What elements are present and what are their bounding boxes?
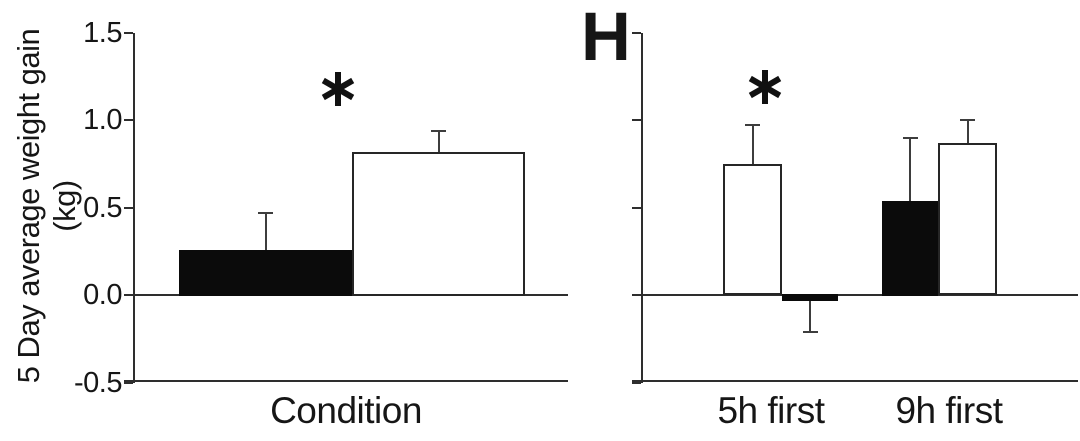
error-bar (966, 120, 969, 143)
panel-right-5h-9h: 5h first 9h first (580, 0, 1080, 441)
y-axis-tick (632, 119, 641, 121)
x-axis-bottom-line (632, 380, 1078, 382)
x-axis-bottom-line (124, 380, 568, 382)
y-axis-tick (632, 32, 641, 34)
error-bar-cap (258, 212, 273, 214)
significance-asterisk-icon (321, 72, 355, 106)
y-axis-tick (632, 207, 641, 209)
y-axis-tick-label: 1.5 (83, 17, 122, 49)
error-bar (437, 131, 440, 152)
error-bar-cap (802, 331, 818, 333)
y-axis-tick (632, 382, 641, 384)
bar-black-condition (179, 250, 352, 296)
y-axis (641, 33, 643, 383)
x-category-label: 5h first (717, 390, 825, 431)
error-bar (809, 301, 811, 332)
y-axis-tick-label: -0.5 (74, 367, 122, 399)
zero-baseline (632, 294, 1078, 296)
error-bar (909, 138, 911, 201)
bar-white-condition (352, 152, 525, 296)
y-axis-tick (124, 32, 133, 34)
bar-black-5h-first (782, 294, 838, 301)
bar-white-5h-first (723, 164, 782, 295)
y-axis (133, 33, 135, 383)
x-category-label: 9h first (895, 390, 1003, 431)
y-axis-tick-label: 0.0 (83, 279, 122, 311)
y-axis-tick (124, 119, 133, 121)
y-axis-tick (124, 207, 133, 209)
y-axis-tick (124, 382, 133, 384)
y-axis-tick-label: 1.0 (83, 104, 122, 136)
bar-white-9h-first (938, 143, 997, 295)
panel-label-h: H (581, 0, 631, 75)
error-bar (751, 125, 754, 164)
error-bar (264, 213, 267, 250)
y-axis-tick-label: 0.5 (83, 192, 122, 224)
error-bar-cap (960, 119, 975, 121)
error-bar-cap (902, 137, 918, 139)
error-bar-cap (745, 124, 760, 126)
x-category-label: Condition (270, 390, 422, 431)
panel-left-condition: 1.5 1.0 0.5 0.0 -0.5 Condition (74, 17, 568, 431)
significance-asterisk-icon (748, 70, 782, 104)
error-bar-cap (431, 130, 446, 132)
bar-black-9h-first (882, 201, 938, 296)
